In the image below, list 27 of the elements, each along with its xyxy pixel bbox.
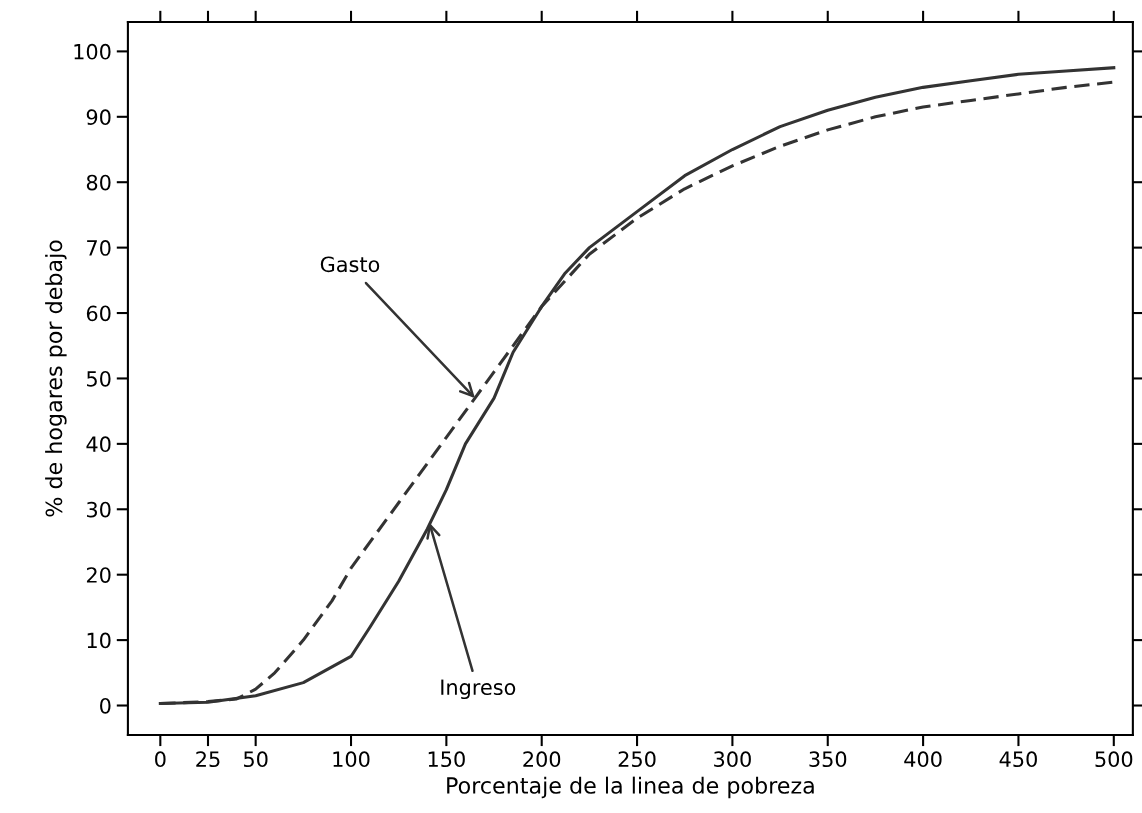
x-tick-label: 50 [244,751,268,768]
y-tick-label: 10 [87,632,111,649]
x-tick-label: 250 [618,751,656,768]
y-tick-label: 50 [87,370,111,387]
annotation: Ingreso [441,679,516,700]
y-tick-label: 70 [87,240,111,256]
y-axis-title: % de hogares por debajo [45,240,67,517]
x-tick-label: 300 [714,751,751,768]
y-tick-label: 100 [74,43,111,60]
x-tick-label: 100 [333,751,370,768]
x-tick-label: 400 [904,751,942,768]
y-tick-label: 80 [86,174,111,191]
x-tick-label: 350 [809,751,847,768]
x-axis-title: Porcentaje de la linea de pobreza [447,776,814,799]
x-tick-label: 450 [999,751,1037,768]
y-tick-label: 40 [86,436,111,453]
y-tick-label: 0 [100,697,111,714]
x-tick-label: 150 [428,751,465,768]
y-tick-label: 30 [87,501,111,518]
x-tick-label: 200 [523,751,561,768]
y-tick-label: 60 [86,305,111,322]
y-tick-label: 90 [86,109,111,126]
annotation: Gasto [320,256,380,273]
x-tick-label: 500 [1095,751,1133,768]
y-tick-label: 20 [86,567,111,583]
x-tick-label: 0 [155,751,166,768]
x-tick-label: 25 [196,751,220,768]
